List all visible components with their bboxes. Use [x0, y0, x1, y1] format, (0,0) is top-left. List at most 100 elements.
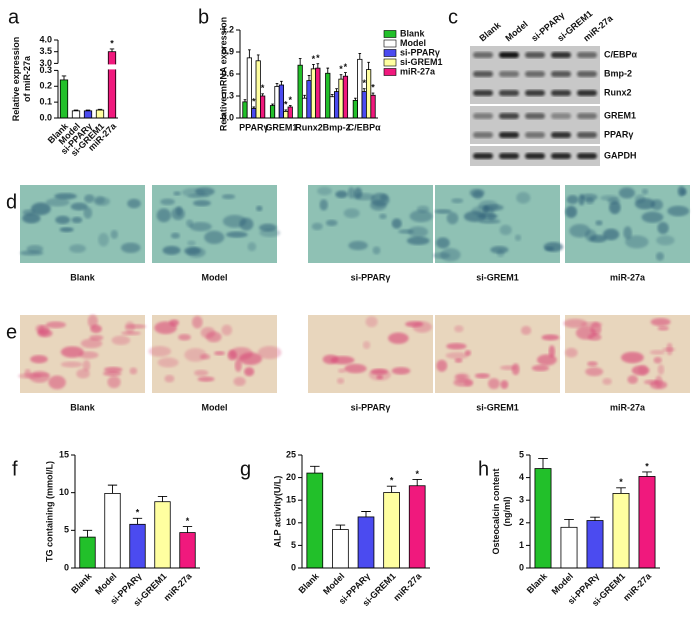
- stain-spot: [569, 224, 591, 238]
- stain-spot: [667, 205, 690, 217]
- stain-spot: [520, 325, 532, 336]
- protein-label: C/EBPα: [604, 49, 638, 59]
- bar: [357, 58, 363, 119]
- stain-spot: [184, 246, 201, 255]
- y-tick-label: 0.1: [39, 97, 52, 107]
- blot-band: [473, 113, 493, 119]
- stain-spot: [536, 354, 557, 366]
- blot-band: [473, 52, 493, 58]
- blot-band: [525, 153, 545, 159]
- blot-band: [525, 113, 545, 119]
- y-tick-label: 3: [519, 495, 524, 505]
- y-tick-label: 3.0: [39, 58, 52, 68]
- stain-spot: [71, 216, 83, 224]
- stain-spot: [76, 368, 90, 379]
- bar: [107, 51, 117, 119]
- panel-letter: b: [198, 6, 209, 28]
- bar: [306, 472, 324, 569]
- bar: [370, 94, 376, 119]
- stain-spot: [60, 361, 83, 368]
- stain-spot: [362, 340, 371, 350]
- stain-spot: [368, 368, 392, 381]
- bar: [255, 60, 261, 119]
- stain-spot: [409, 210, 433, 223]
- stain-spot: [454, 325, 464, 333]
- blot-band: [525, 132, 545, 138]
- micrograph-label: si-GREM1: [476, 272, 519, 282]
- bar: [352, 100, 358, 119]
- stain-spot: [178, 333, 191, 341]
- error-bar: [590, 516, 600, 521]
- stain-spot: [45, 321, 66, 329]
- stain-spot: [499, 224, 512, 236]
- x-tick-label: PPARγ: [239, 122, 268, 132]
- stain-spot: [370, 199, 387, 211]
- stain-spot: [602, 228, 620, 241]
- y-tick-label: 0.3: [221, 90, 234, 100]
- stain-spot: [94, 195, 105, 205]
- y-tick-label: 0: [64, 562, 69, 572]
- stain-spot: [335, 190, 348, 199]
- stain-spot: [257, 345, 282, 360]
- stain-spot: [587, 333, 602, 341]
- stain-spot: [451, 198, 464, 204]
- stain-spot: [541, 334, 560, 341]
- stain-spot: [379, 213, 387, 220]
- protein-label: GREM1: [604, 110, 636, 120]
- micrograph: [308, 315, 433, 393]
- stain-spot: [192, 315, 203, 329]
- error-bar: [358, 53, 362, 60]
- protein-label: GAPDH: [604, 150, 637, 160]
- stain-spot: [244, 367, 255, 377]
- y-tick-label: 5: [64, 525, 69, 535]
- error-bar: [280, 80, 283, 85]
- stain-spot: [446, 342, 467, 350]
- bar: [83, 110, 93, 119]
- stain-spot: [655, 252, 665, 261]
- stain-spot: [432, 252, 451, 259]
- error-bar: [284, 109, 288, 112]
- stain-spot: [565, 347, 578, 358]
- panel-letter: f: [12, 458, 18, 480]
- y-tick-label: 0: [291, 562, 296, 572]
- stain-spot: [54, 193, 77, 200]
- error-bar: [354, 97, 357, 101]
- y-tick-label: 0.9: [221, 46, 234, 56]
- stain-spot: [649, 349, 666, 355]
- bar: [329, 96, 335, 119]
- stain-spot: [239, 352, 263, 366]
- stain-spot: [499, 365, 517, 371]
- stain-spot: [160, 198, 175, 206]
- bar: [283, 111, 289, 119]
- stain-spot: [129, 367, 138, 375]
- stain-spot: [110, 229, 118, 239]
- stain-spot: [173, 191, 181, 196]
- protein-label: PPARγ: [604, 129, 633, 139]
- stain-spot: [259, 223, 277, 232]
- stain-spot: [336, 377, 345, 385]
- bar: [586, 520, 604, 569]
- bar: [59, 79, 69, 119]
- error-bar: [616, 487, 626, 494]
- stain-spot: [482, 205, 489, 214]
- x-tick-label: GREM1: [265, 122, 297, 132]
- blot-band: [473, 153, 493, 159]
- x-tick-label: Runx2: [295, 122, 323, 132]
- stain-spot: [372, 246, 381, 255]
- stain-spot: [500, 380, 509, 389]
- panel-letter: g: [240, 458, 251, 480]
- stain-spot: [221, 324, 233, 336]
- legend-swatch: [383, 58, 397, 67]
- stain-spot: [121, 331, 141, 336]
- micrograph-label: si-GREM1: [476, 402, 519, 412]
- bar: [310, 68, 317, 119]
- stain-spot: [125, 324, 147, 329]
- blot-band: [499, 71, 519, 77]
- error-bar: [82, 529, 93, 538]
- x-tick-label: miR-27a: [391, 570, 424, 603]
- stain-spot: [157, 357, 179, 368]
- stain-spot: [127, 198, 141, 209]
- error-bar: [412, 478, 422, 486]
- blot-band: [551, 132, 571, 138]
- micrograph-label: Model: [202, 402, 228, 412]
